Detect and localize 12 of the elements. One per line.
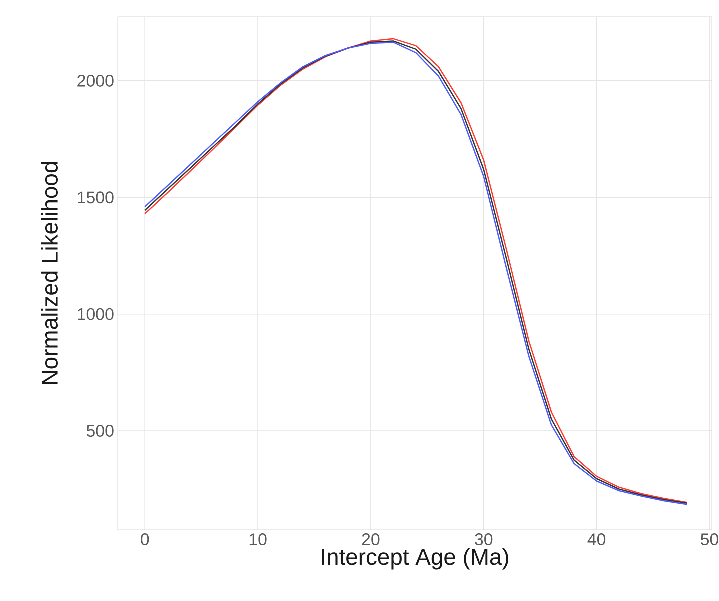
y-axis-title: Normalized Likelihood	[41, 162, 58, 384]
x-tick-label: 20	[362, 534, 380, 546]
x-tick-label: 40	[588, 534, 606, 546]
x-tick-label: 0	[141, 534, 150, 546]
x-axis-title: Intercept Age (Ma)	[322, 548, 508, 570]
y-tick-label: 1000	[78, 308, 114, 320]
y-tick-label: 2000	[78, 74, 114, 87]
y-tick-label: 500	[86, 425, 114, 438]
x-tick-label: 50	[701, 534, 719, 546]
x-tick-label: 10	[250, 534, 267, 546]
x-tick-label: 30	[475, 534, 493, 546]
y-tick-label: 1500	[78, 192, 114, 204]
